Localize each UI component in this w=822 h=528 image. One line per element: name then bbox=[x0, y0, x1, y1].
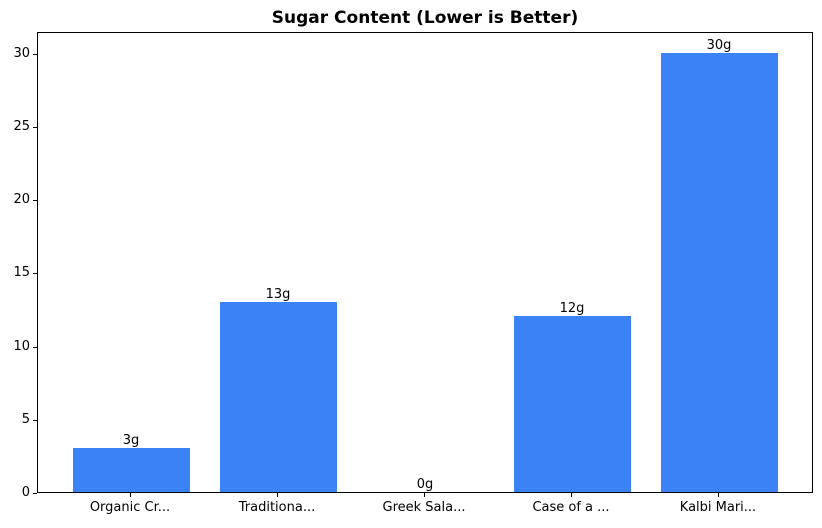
x-axis-tick-mark bbox=[571, 493, 572, 497]
y-axis-tick-label: 15 bbox=[13, 265, 30, 281]
y-axis-tick-mark bbox=[33, 346, 37, 348]
x-axis-tick-mark bbox=[424, 493, 425, 497]
plot-area: 3g 13g 0g 12g 30g bbox=[37, 32, 813, 493]
y-axis-tick-label: 30 bbox=[13, 45, 30, 61]
x-axis-tick-mark bbox=[277, 493, 278, 497]
x-axis-tick-label: Kalbi Mari... bbox=[679, 500, 757, 515]
y-axis-tick-label: 25 bbox=[13, 119, 30, 135]
y-axis-tick-label: 20 bbox=[13, 192, 30, 208]
x-axis-tick-mark bbox=[130, 493, 131, 497]
x-axis-tick-label: Organic Cr... bbox=[89, 500, 171, 515]
x-axis-tick-label: Case of a ... bbox=[532, 500, 610, 515]
bar bbox=[660, 52, 778, 492]
bar-value-label: 0g bbox=[416, 477, 434, 492]
bar-value-label: 3g bbox=[122, 433, 140, 449]
bar bbox=[72, 448, 190, 492]
y-axis-tick-mark bbox=[33, 200, 37, 202]
chart-title: Sugar Content (Lower is Better) bbox=[271, 8, 579, 28]
x-axis-tick-mark bbox=[718, 493, 719, 497]
y-axis-tick-label: 0 bbox=[21, 485, 30, 500]
bar-value-label: 30g bbox=[706, 37, 732, 53]
y-axis-tick-mark bbox=[33, 127, 37, 129]
y-axis-tick-mark bbox=[33, 273, 37, 275]
y-axis-tick-mark bbox=[33, 419, 37, 421]
y-axis-tick-label: 10 bbox=[13, 338, 30, 354]
y-axis-tick-label: 5 bbox=[21, 411, 30, 427]
bar bbox=[219, 301, 337, 492]
y-axis-tick-mark bbox=[33, 493, 37, 494]
x-axis-tick-label: Greek Sala... bbox=[382, 500, 466, 515]
bar bbox=[513, 316, 631, 492]
bar-value-label: 13g bbox=[265, 286, 291, 302]
x-axis-tick-label: Traditiona... bbox=[238, 500, 316, 515]
bar-value-label: 12g bbox=[559, 301, 585, 317]
y-axis-tick-mark bbox=[33, 53, 37, 55]
